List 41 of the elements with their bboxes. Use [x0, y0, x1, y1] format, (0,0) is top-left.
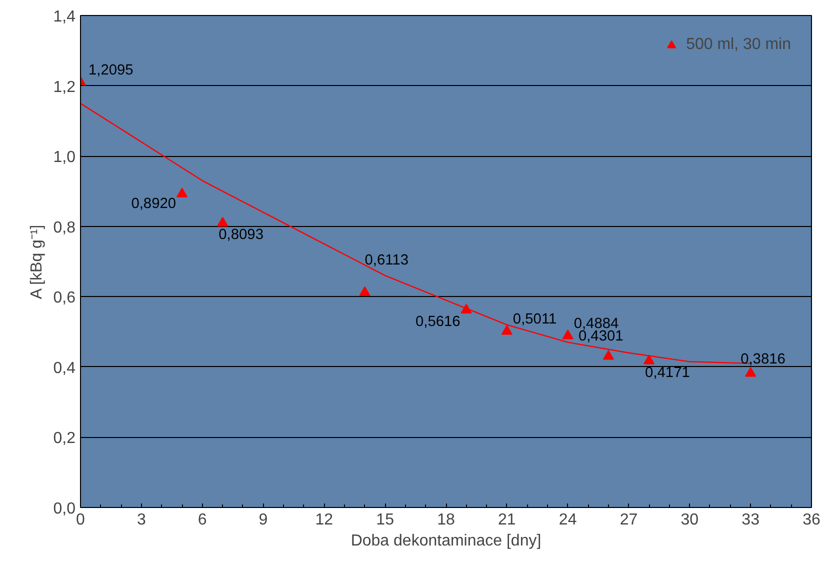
data-label: 0,3816: [740, 351, 786, 368]
data-label: 1,2095: [88, 62, 134, 78]
y-tick-label: 0,8: [53, 219, 76, 236]
x-tick-label: 33: [742, 512, 760, 528]
x-tick-label: 6: [198, 512, 207, 528]
point: [359, 286, 370, 296]
x-tick-label: 30: [680, 512, 699, 528]
point: [745, 367, 756, 377]
data-label: 0,6113: [364, 252, 409, 269]
x-tick-label: 21: [498, 512, 516, 528]
data-label: 0,8093: [218, 227, 264, 244]
y-tick-label: 0,4: [53, 360, 76, 377]
legend-label: 500 ml, 30 min: [686, 36, 791, 54]
x-tick-label: 24: [558, 512, 577, 528]
x-axis-title: Doba dekontaminace [dny]: [350, 532, 542, 550]
x-tick-label: 0: [76, 512, 86, 528]
y-axis-title: A [kBq g⁻¹]: [28, 224, 46, 300]
point: [217, 216, 228, 226]
x-tick-label: 27: [620, 512, 638, 528]
x-tick-label: 3: [136, 512, 146, 528]
data-label: 0,5616: [415, 314, 460, 330]
x-tick-label: 9: [258, 512, 268, 528]
point: [562, 330, 574, 340]
x-tick-label: 12: [315, 512, 334, 528]
point: [501, 325, 512, 335]
y-tick-label: 1,4: [53, 8, 76, 26]
point: [176, 188, 188, 198]
data-label: 0,4301: [578, 328, 624, 344]
x-tick-label: 15: [376, 512, 394, 528]
x-tick-label: 36: [802, 512, 820, 528]
point: [602, 350, 614, 360]
data-label: 0,4171: [645, 364, 690, 381]
y-tick-label: 0,2: [53, 430, 76, 448]
data-label: 0,8920: [131, 196, 176, 212]
y-tick-label: 0,0: [53, 500, 76, 518]
point: [644, 354, 655, 364]
y-tick-label: 1,2: [53, 78, 76, 96]
x-tick-label: 18: [437, 512, 455, 528]
data-label: 0,5011: [512, 311, 557, 328]
y-tick-label: 1,0: [53, 149, 76, 166]
y-tick-label: 0,6: [53, 290, 76, 307]
